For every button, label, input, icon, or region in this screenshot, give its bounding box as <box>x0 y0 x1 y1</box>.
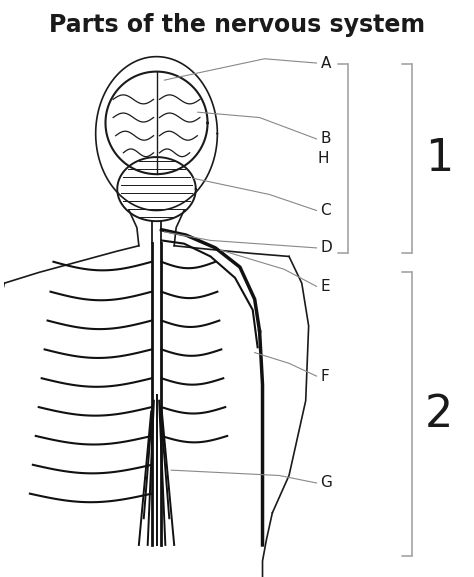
Text: A: A <box>320 55 331 70</box>
Text: B: B <box>320 132 331 147</box>
Text: F: F <box>320 369 329 384</box>
Text: H: H <box>318 151 329 166</box>
Text: 1: 1 <box>425 137 453 180</box>
Text: D: D <box>320 241 332 256</box>
Text: Parts of the nervous system: Parts of the nervous system <box>49 13 425 37</box>
Text: E: E <box>320 279 330 294</box>
Text: C: C <box>320 203 331 218</box>
Text: G: G <box>320 475 332 490</box>
Text: 2: 2 <box>425 392 453 436</box>
